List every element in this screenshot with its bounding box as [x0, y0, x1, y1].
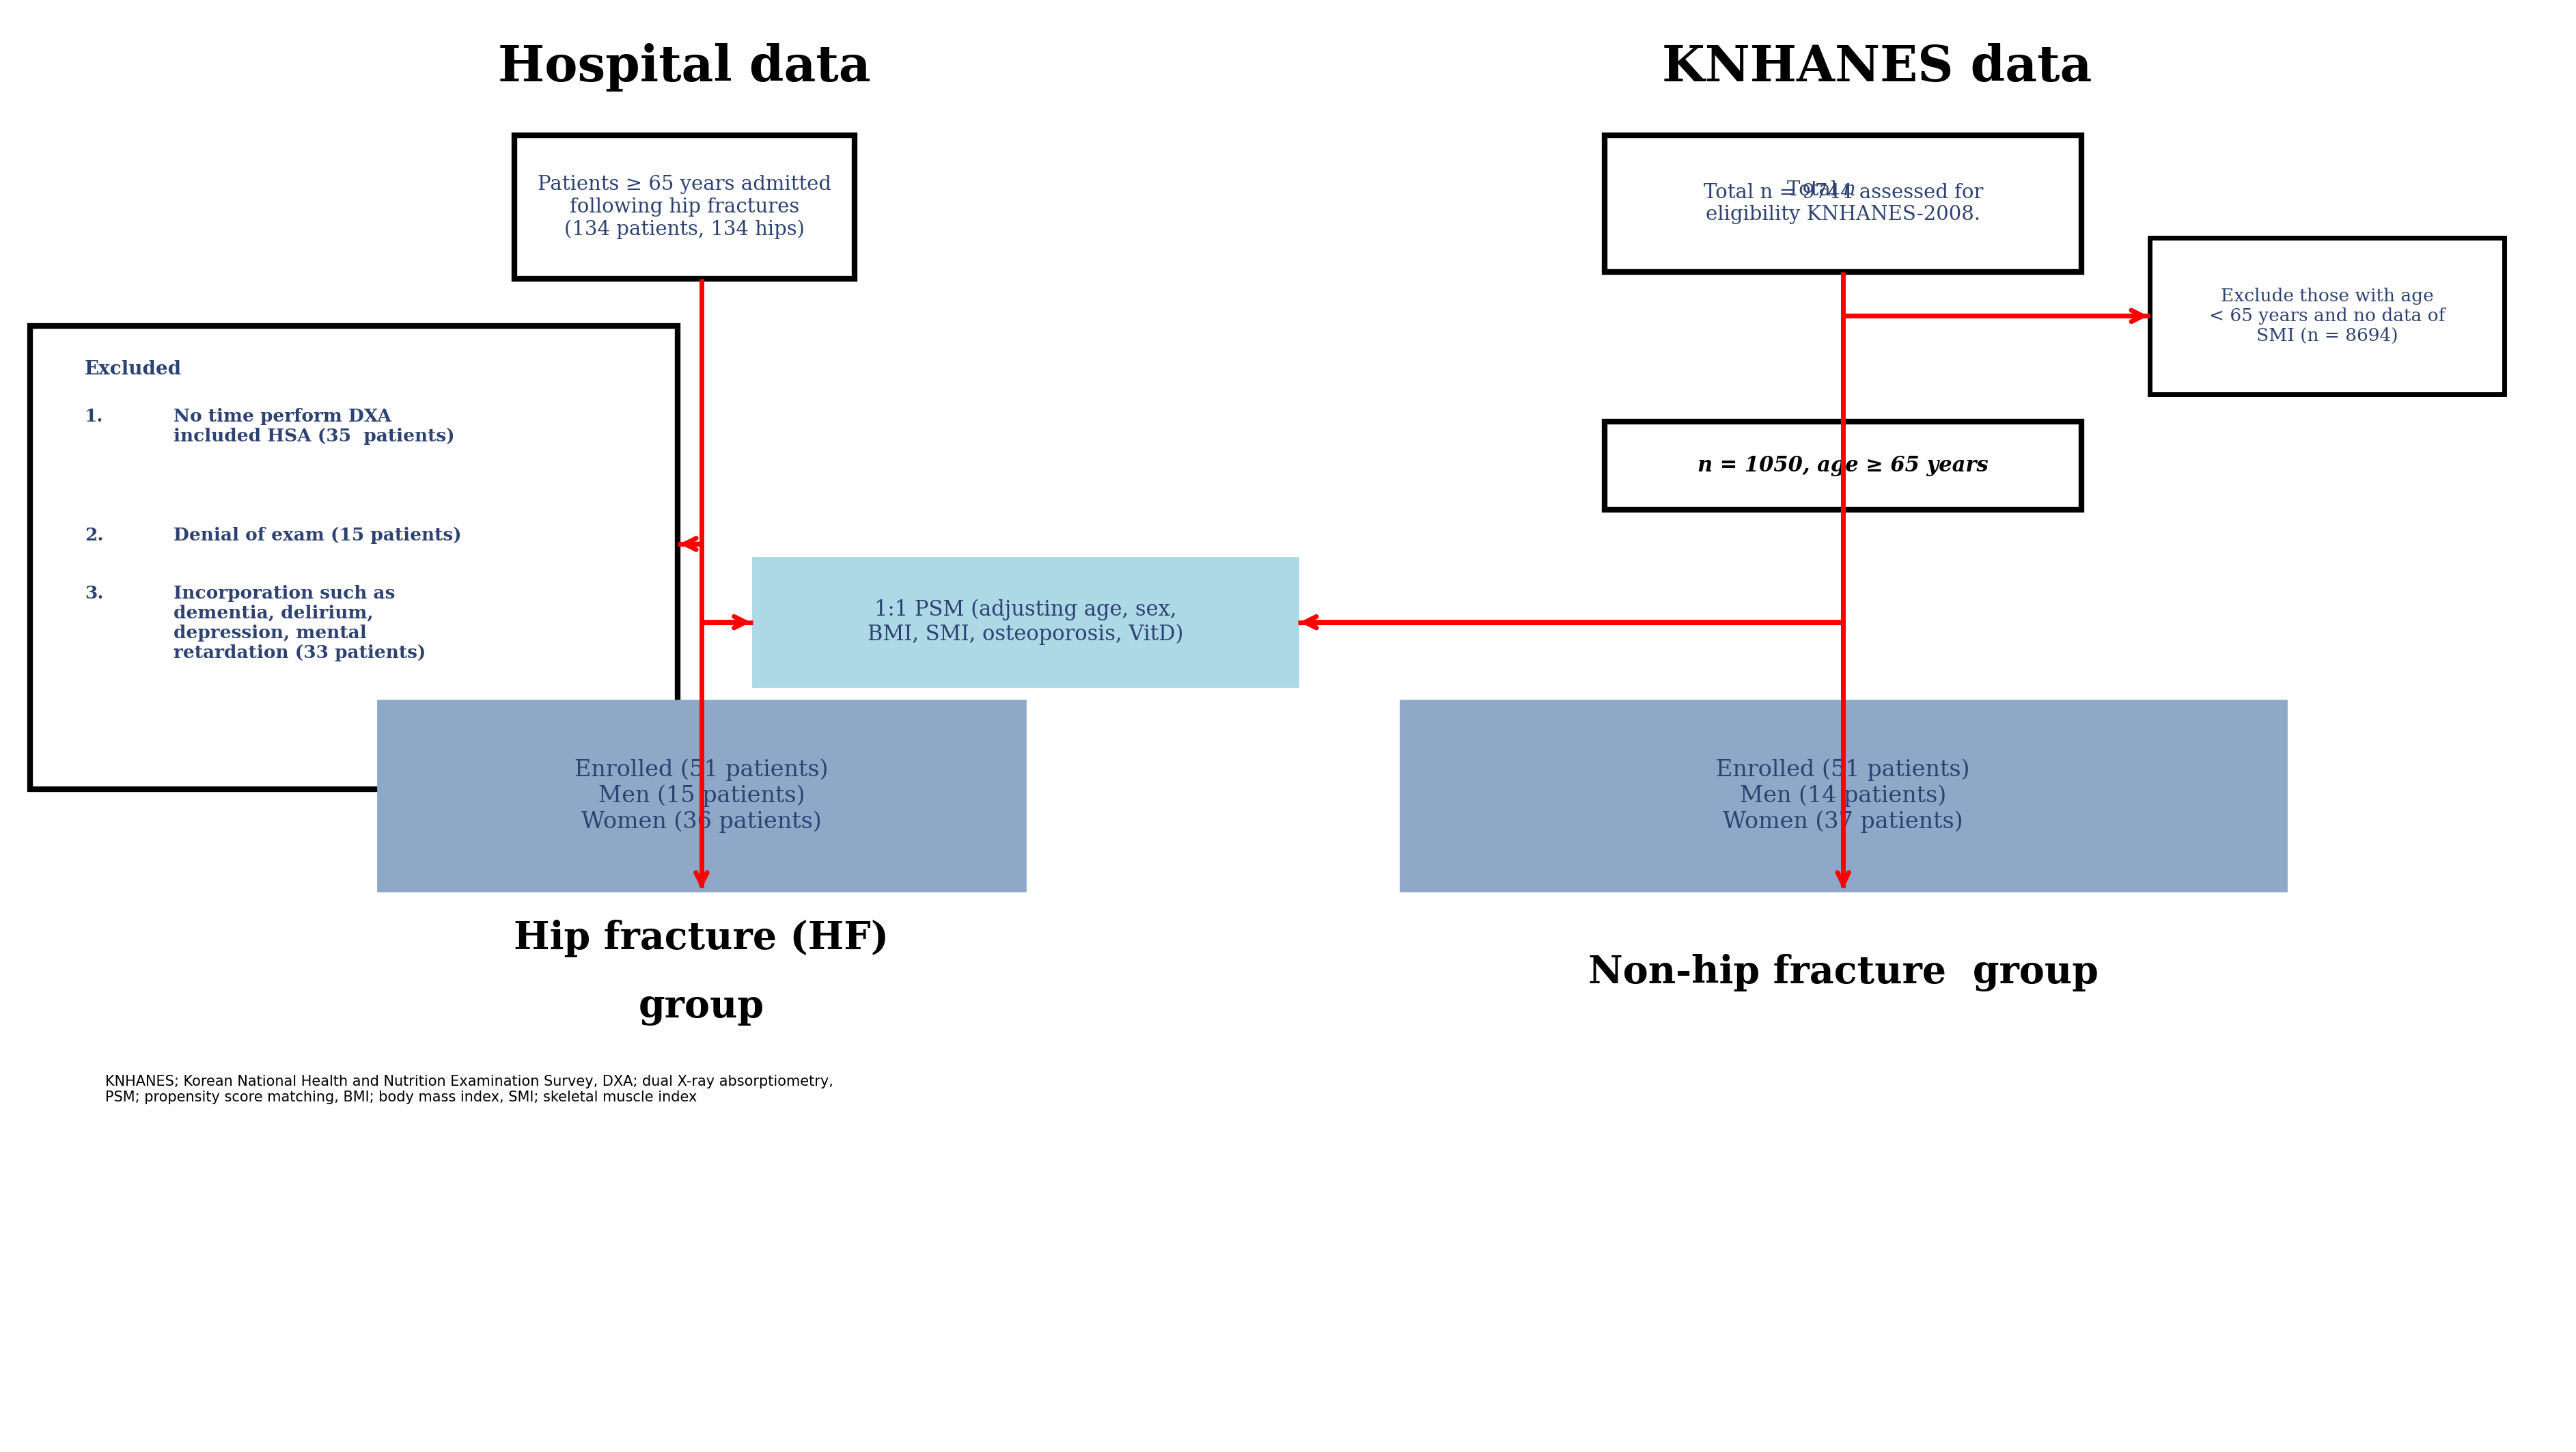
FancyBboxPatch shape	[1605, 421, 2081, 510]
Text: Patients ≥ 65 years admitted
following hip fractures
(134 patients, 134 hips): Patients ≥ 65 years admitted following h…	[538, 176, 832, 240]
Text: Total: Total	[1788, 180, 1844, 199]
Text: Excluded: Excluded	[85, 360, 183, 379]
FancyBboxPatch shape	[752, 558, 1298, 687]
Text: n = 1050, age ≥ 65 years: n = 1050, age ≥ 65 years	[1698, 454, 1989, 476]
Text: Non-hip fracture  group: Non-hip fracture group	[1587, 954, 2099, 992]
FancyBboxPatch shape	[379, 700, 1025, 892]
Text: Total n = 9744 assessed for
eligibility KNHANES-2008.: Total n = 9744 assessed for eligibility …	[1703, 183, 1984, 224]
Text: 3.: 3.	[85, 585, 103, 603]
Text: Hip fracture (HF): Hip fracture (HF)	[515, 921, 889, 957]
FancyBboxPatch shape	[1401, 700, 2287, 892]
Text: n: n	[1844, 180, 1855, 199]
Text: KNHANES; Korean National Health and Nutrition Examination Survey, DXA; dual X-ra: KNHANES; Korean National Health and Nutr…	[106, 1074, 832, 1105]
FancyBboxPatch shape	[515, 135, 855, 279]
Text: 1:1 PSM (adjusting age, sex,
BMI, SMI, osteoporosis, VitD): 1:1 PSM (adjusting age, sex, BMI, SMI, o…	[868, 600, 1182, 645]
Text: KNHANES data: KNHANES data	[1662, 44, 2092, 91]
Text: Enrolled (51 patients)
Men (15 patients)
Women (36 patients): Enrolled (51 patients) Men (15 patients)…	[574, 759, 829, 833]
Text: Exclude those with age
< 65 years and no data of
SMI (n = 8694): Exclude those with age < 65 years and no…	[2210, 287, 2445, 344]
Text: Denial of exam (15 patients): Denial of exam (15 patients)	[173, 527, 461, 544]
Text: Hospital data: Hospital data	[497, 44, 871, 91]
Text: 1.: 1.	[85, 408, 103, 425]
Text: Incorporation such as
dementia, delirium,
depression, mental
retardation (33 pat: Incorporation such as dementia, delirium…	[173, 585, 425, 661]
Text: No time perform DXA
included HSA (35  patients): No time perform DXA included HSA (35 pat…	[173, 408, 453, 444]
Text: 2.: 2.	[85, 527, 103, 544]
FancyBboxPatch shape	[31, 327, 677, 788]
FancyBboxPatch shape	[1605, 135, 2081, 272]
FancyBboxPatch shape	[2151, 238, 2504, 393]
Text: Enrolled (51 patients)
Men (14 patients)
Women (37 patients): Enrolled (51 patients) Men (14 patients)…	[1716, 759, 1971, 833]
Text: group: group	[639, 987, 765, 1025]
